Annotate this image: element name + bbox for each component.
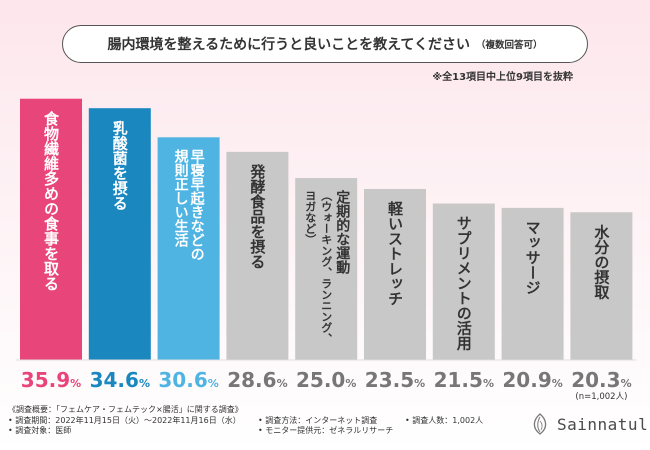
bar-4 [226, 151, 289, 360]
footer-method: • 調査方法：インターネット調査 [258, 415, 378, 425]
value-label-7: 21.5% [434, 368, 494, 392]
value-unit-7: % [483, 377, 494, 390]
title-box: 腸内環境を整えるために行うと良いことを教えてください （複数回答可） [62, 25, 588, 63]
value-unit-6: % [414, 377, 425, 390]
brand-name: Sainnatul [557, 414, 649, 434]
value-unit-8: % [552, 377, 563, 390]
value-unit-1: % [70, 377, 81, 390]
bar-label-8: マッサージ [524, 220, 542, 295]
sample-size-label: (n=1,002人) [575, 392, 627, 400]
chart-title-suffix: （複数回答可） [475, 40, 543, 51]
bar-6 [364, 188, 426, 360]
value-unit-4: % [277, 377, 288, 390]
bar-3 [157, 137, 220, 360]
value-label-3: 30.6% [158, 368, 218, 392]
footer-provider: • モニター提供元：ゼネラルリサーチ [258, 426, 394, 435]
bar-label-6: 軽いストレッチ [386, 201, 404, 306]
bar-chart: 食物繊維多めの食事を取る 35.9% 乳酸菌を摂る 34.6% 早寝早起きなどの規則正し… [16, 98, 637, 400]
bar-7 [432, 203, 495, 360]
bar-label-9: 水分の摂取 [592, 223, 610, 300]
brand-logo: Sainnatul [529, 412, 648, 436]
value-unit-9: % [621, 377, 632, 390]
bar-1 [20, 98, 82, 360]
value-label-1: 35.9% [21, 368, 81, 392]
value-label-8: 20.9% [502, 368, 562, 392]
bar-5 [295, 178, 358, 360]
bar-2 [88, 108, 151, 360]
footer-count: • 調査人数：1,002人 [405, 415, 484, 425]
bar-label-4: 発酵食品を摂る [248, 163, 266, 269]
footer-col2: • 調査方法：インターネット調査 • モニター提供元：ゼネラルリサーチ [258, 416, 393, 437]
footer-col3: • 調査人数：1,002人 [405, 416, 483, 427]
chart-title: 腸内環境を整えるために行うと良いことを教えてください [107, 37, 470, 53]
note: ※全13項目中上位9項目を抜粋 [432, 72, 573, 83]
value-label-5: 25.0% [296, 368, 356, 392]
value-label-4: 28.6% [227, 368, 287, 392]
value-unit-2: % [139, 377, 150, 390]
bar-9 [570, 212, 633, 360]
bar-label-2: 乳酸菌を摂る [111, 119, 129, 210]
value-unit-3: % [208, 377, 219, 390]
bar-label-5-line-3: ヨガなど） [304, 190, 318, 245]
value-label-9: 20.3% [571, 368, 631, 392]
footer-period: • 調査期間：2022年11月15日（火）～2022年11月16日（水） [8, 415, 241, 425]
bar-label-5-line-2: （ウォーキング、ランニング、 [320, 190, 334, 344]
footer-target: • 調査対象：医師 [8, 426, 72, 435]
bar-label-3-line-1: 早寝早起きなどの [189, 149, 206, 261]
bar-label-1: 食物繊維多めの食事を取る [42, 110, 60, 291]
value-label-2: 34.6% [90, 368, 150, 392]
bar-8 [501, 207, 564, 360]
bar-label-5-line-1: 定期的な運動 [334, 189, 350, 275]
bar-label-3-line-2: 規則正しい生活 [173, 149, 189, 248]
footer-heading: 《調査概要：「フェムケア・フェムテック×腸活」に関する調査》 [8, 405, 243, 414]
bar-label-7: サプリメントの活用 [455, 216, 473, 352]
leaf-icon [533, 413, 547, 435]
survey-footer: 《調査概要：「フェムケア・フェムテック×腸活」に関する調査》 • 調査期間：20… [8, 405, 243, 437]
value-unit-5: % [345, 377, 356, 390]
value-label-6: 23.5% [365, 368, 425, 392]
